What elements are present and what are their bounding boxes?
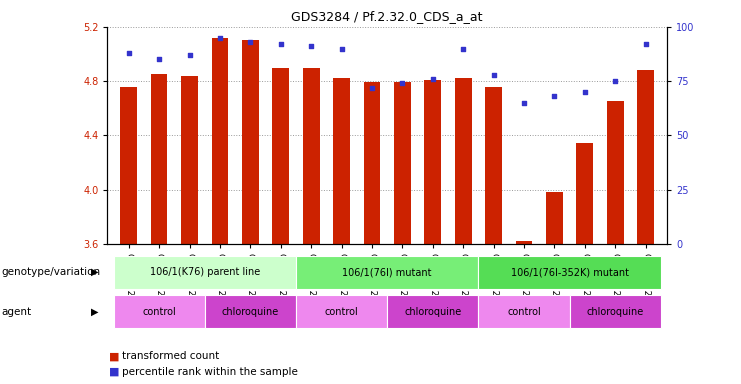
Point (396, 80, 408, 86)
Bar (516, 241, 532, 244)
Bar (637, 70, 654, 244)
Text: chloroquine: chloroquine (222, 307, 279, 317)
Text: 106/1(76I) mutant: 106/1(76I) mutant (342, 267, 432, 277)
Text: ▶: ▶ (91, 307, 99, 317)
Point (457, 46, 469, 52)
Point (639, 41, 651, 47)
Bar (387, 295, 479, 328)
Point (153, 56, 165, 63)
Text: ▶: ▶ (91, 267, 99, 277)
Bar (425, 80, 441, 244)
Point (336, 46, 348, 52)
Bar (576, 144, 593, 244)
Bar (570, 295, 661, 328)
Text: control: control (142, 307, 176, 317)
Point (609, 78, 621, 84)
Text: agent: agent (1, 307, 32, 317)
Bar (182, 76, 198, 244)
Title: GDS3284 / Pf.2.32.0_CDS_a_at: GDS3284 / Pf.2.32.0_CDS_a_at (291, 10, 483, 23)
Point (579, 89, 591, 95)
Bar (113, 256, 296, 289)
Text: 106/1(76I-352K) mutant: 106/1(76I-352K) mutant (511, 267, 628, 277)
Bar (273, 68, 289, 244)
Bar (546, 192, 562, 244)
Bar (205, 295, 296, 328)
Bar (212, 38, 228, 244)
Point (366, 84, 378, 91)
Bar (296, 256, 479, 289)
Bar (394, 83, 411, 244)
Point (184, 52, 196, 58)
Text: 106/1(K76) parent line: 106/1(K76) parent line (150, 267, 260, 277)
Bar (479, 295, 570, 328)
Text: percentile rank within the sample: percentile rank within the sample (122, 367, 298, 377)
Bar (242, 40, 259, 244)
Bar (455, 78, 471, 244)
Text: chloroquine: chloroquine (587, 307, 644, 317)
Point (275, 41, 287, 47)
Text: transformed count: transformed count (122, 351, 219, 361)
Text: chloroquine: chloroquine (404, 307, 462, 317)
Bar (303, 68, 319, 244)
Point (427, 76, 439, 82)
Point (305, 43, 317, 50)
Point (245, 39, 256, 45)
Point (488, 71, 499, 78)
Point (548, 93, 560, 99)
Bar (113, 295, 205, 328)
Bar (150, 74, 167, 244)
Point (214, 35, 226, 41)
Point (123, 50, 135, 56)
Bar (479, 256, 661, 289)
Bar (607, 101, 624, 244)
Bar (364, 83, 380, 244)
Point (518, 100, 530, 106)
Text: control: control (507, 307, 541, 317)
Text: control: control (325, 307, 359, 317)
Bar (333, 78, 350, 244)
Bar (296, 295, 387, 328)
Bar (485, 86, 502, 244)
Bar (120, 86, 137, 244)
Text: genotype/variation: genotype/variation (1, 267, 101, 277)
Text: ■: ■ (109, 367, 119, 377)
Text: ■: ■ (109, 351, 119, 361)
